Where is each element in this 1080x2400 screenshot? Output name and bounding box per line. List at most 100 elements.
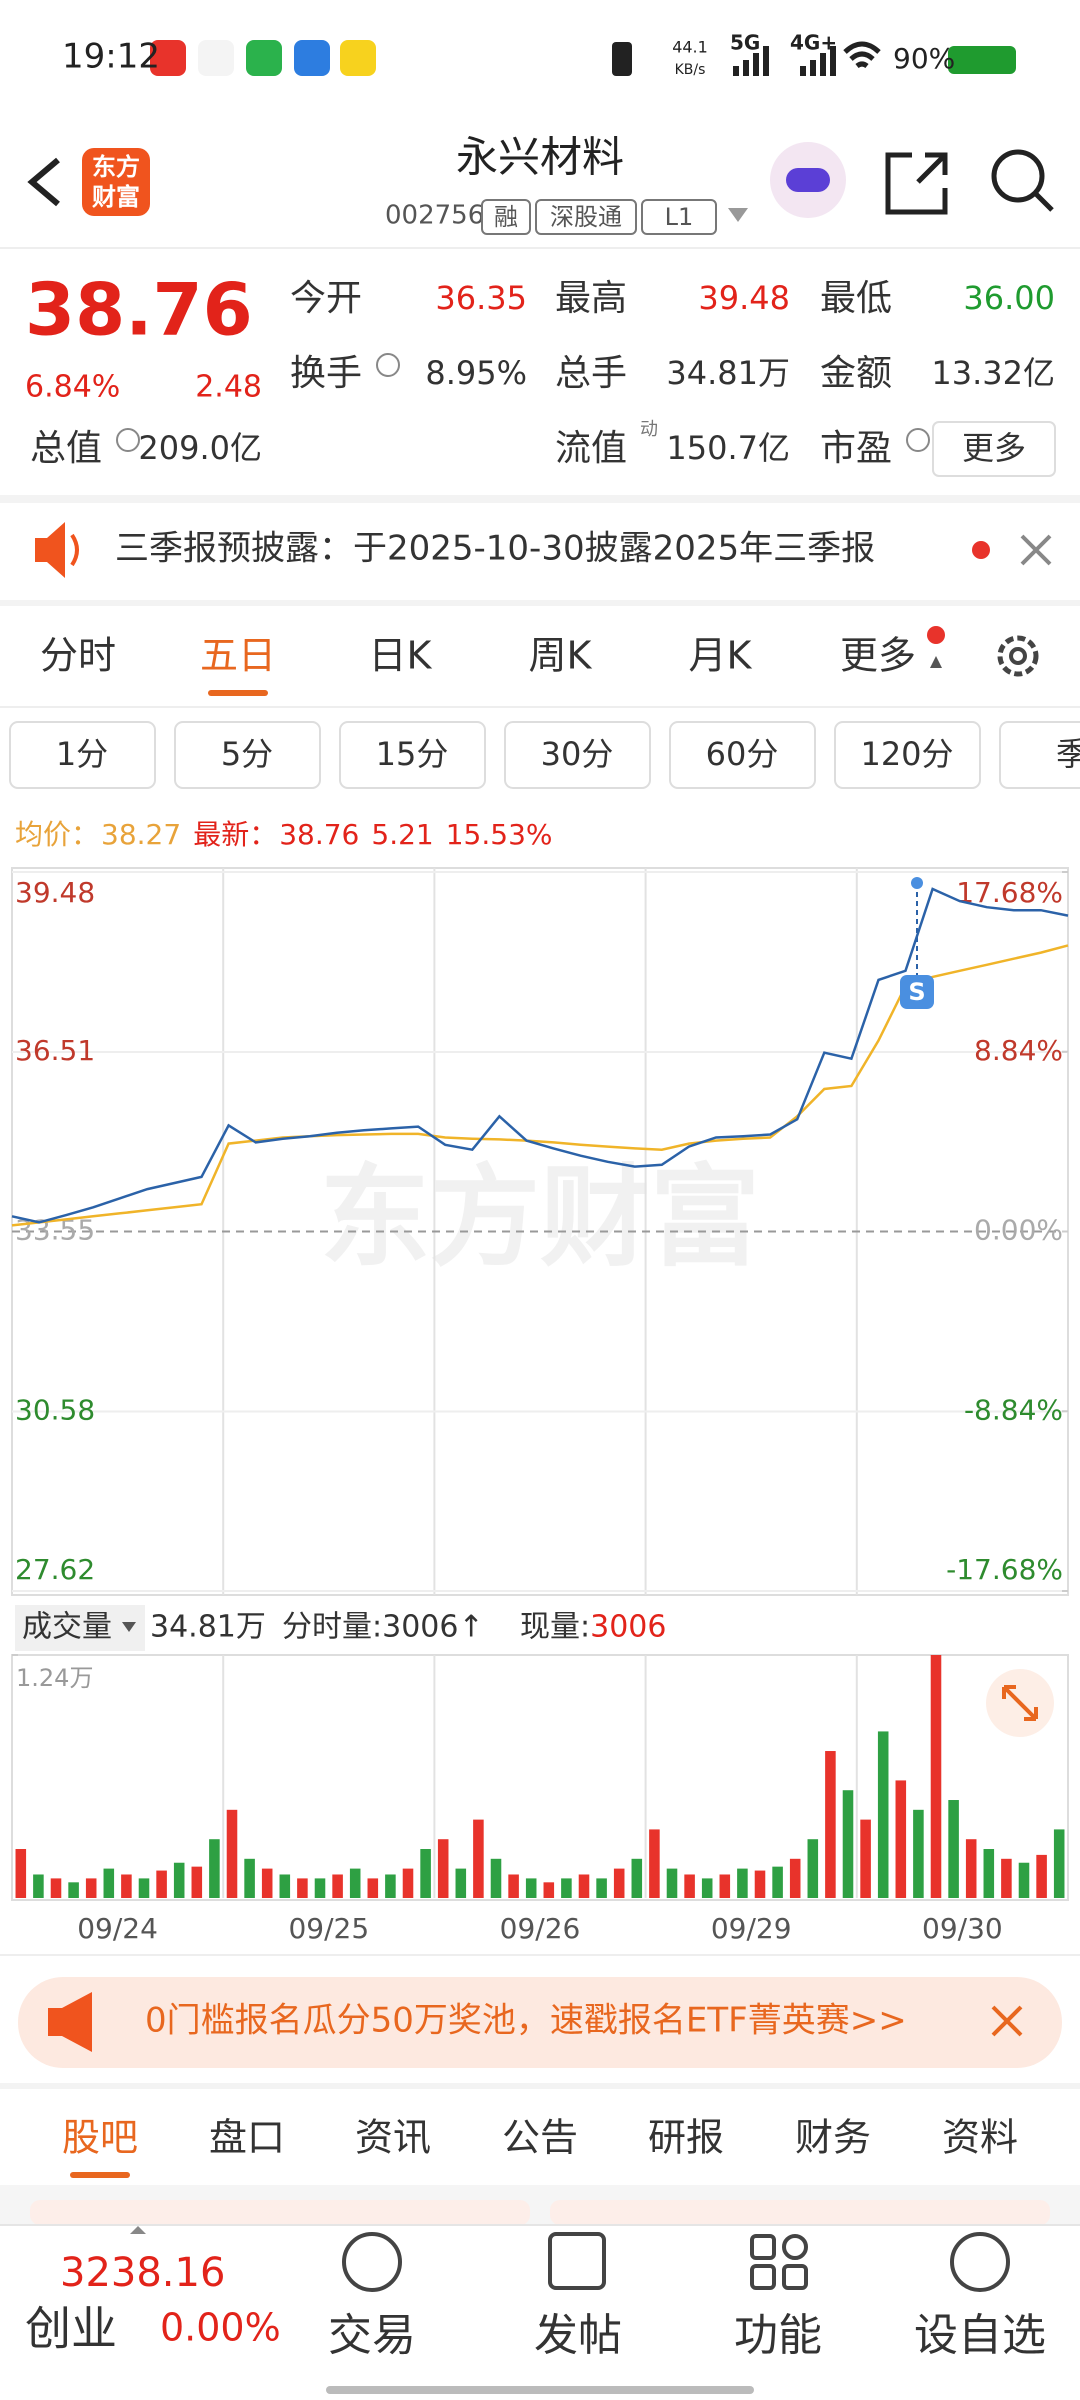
period-button[interactable] bbox=[834, 721, 981, 789]
volume-bar bbox=[1036, 1854, 1047, 1898]
volume-bar bbox=[437, 1839, 449, 1898]
nav-item[interactable]: 发帖 bbox=[534, 2310, 622, 2361]
y2-tick-label: 0.00% bbox=[974, 1214, 1063, 1247]
date-label: 09/25 bbox=[288, 1912, 369, 1945]
avg-price-line bbox=[11, 944, 1069, 1227]
tab[interactable]: 更多 bbox=[840, 634, 916, 678]
legend-text: 均价： bbox=[15, 818, 99, 851]
field-label: 总手 bbox=[555, 353, 627, 394]
watchlist-icon bbox=[950, 2232, 1010, 2292]
settings-icon[interactable] bbox=[997, 635, 1039, 677]
index-change: 0.00% bbox=[160, 2306, 281, 2350]
period-button[interactable] bbox=[339, 721, 486, 789]
more-button[interactable] bbox=[932, 421, 1056, 477]
volume-bar bbox=[754, 1870, 766, 1898]
volume-bar bbox=[965, 1839, 977, 1898]
period-button[interactable] bbox=[9, 721, 156, 789]
unread-dot bbox=[927, 626, 945, 644]
index-name: 创业 bbox=[25, 2302, 117, 2356]
volume-selector[interactable] bbox=[15, 1605, 145, 1651]
field-label: 最高 bbox=[555, 278, 627, 319]
period-button[interactable] bbox=[174, 721, 321, 789]
back-button[interactable] bbox=[27, 157, 60, 207]
volume-bar bbox=[402, 1868, 414, 1898]
period-button[interactable] bbox=[504, 721, 651, 789]
function-icon bbox=[750, 2234, 808, 2290]
volume-bar bbox=[807, 1839, 819, 1898]
volume-tick-label: 1.24万 bbox=[16, 1664, 93, 1692]
period-label[interactable]: 60分 bbox=[706, 735, 779, 773]
share-icon[interactable] bbox=[885, 152, 948, 215]
divider bbox=[0, 495, 1080, 503]
content-tab[interactable]: 股吧 bbox=[62, 2116, 138, 2160]
period-label[interactable]: 120分 bbox=[860, 735, 953, 773]
search-icon[interactable] bbox=[991, 149, 1045, 203]
more-caret bbox=[930, 656, 942, 668]
field-value: 13.32亿 bbox=[931, 354, 1055, 392]
period-label[interactable]: 5分 bbox=[221, 735, 273, 773]
marker-dot bbox=[911, 877, 923, 889]
content-tab[interactable]: 盘口 bbox=[209, 2116, 285, 2160]
unread-dot bbox=[972, 541, 990, 559]
app-icon bbox=[246, 40, 282, 76]
tab[interactable]: 五日 bbox=[200, 634, 276, 678]
content-tab[interactable]: 研报 bbox=[648, 2116, 724, 2160]
app-icon bbox=[294, 40, 330, 76]
tab[interactable]: 月K bbox=[689, 634, 753, 678]
nav-item[interactable]: 交易 bbox=[328, 2310, 416, 2361]
signal-label: 4G+ bbox=[790, 31, 837, 55]
y2-tick-label: 8.84% bbox=[974, 1034, 1063, 1067]
volume-bar bbox=[15, 1849, 27, 1898]
more-button-label[interactable]: 更多 bbox=[962, 429, 1026, 467]
battery-icon bbox=[948, 46, 1016, 74]
period-label[interactable]: 季 bbox=[1056, 735, 1080, 773]
dropdown-caret[interactable] bbox=[728, 208, 748, 222]
content-tab[interactable]: 资料 bbox=[942, 2116, 1018, 2160]
period-button[interactable] bbox=[669, 721, 816, 789]
close-button[interactable] bbox=[1020, 534, 1052, 566]
info-icon[interactable] bbox=[116, 428, 140, 452]
y2-tick-label: -8.84% bbox=[964, 1393, 1063, 1426]
banner-close[interactable] bbox=[991, 2005, 1023, 2037]
content-tab[interactable]: 公告 bbox=[502, 2116, 578, 2160]
badge-label: 深股通 bbox=[550, 203, 622, 231]
content-tab[interactable]: 资讯 bbox=[355, 2116, 431, 2160]
tab-underline bbox=[208, 690, 268, 696]
period-label[interactable]: 15分 bbox=[376, 735, 449, 773]
y-tick-label: 27.62 bbox=[15, 1553, 95, 1586]
settings-icon-core bbox=[1009, 647, 1027, 665]
status-time: 19:12 bbox=[62, 37, 160, 77]
divider bbox=[0, 2083, 1080, 2089]
tab[interactable]: 日K bbox=[369, 634, 433, 678]
last-price: 38.76 bbox=[25, 268, 253, 352]
period-button[interactable] bbox=[999, 721, 1080, 789]
volume-bar bbox=[226, 1809, 238, 1898]
divider bbox=[0, 600, 1080, 606]
volume-bar bbox=[473, 1819, 484, 1898]
field-label: 换手 bbox=[290, 353, 362, 394]
banner-text[interactable]: 0门槛报名瓜分50万奖池，速戳报名ETF菁英赛>> bbox=[145, 2001, 907, 2041]
field-value: 209.0亿 bbox=[138, 429, 262, 467]
tab[interactable]: 周K bbox=[529, 634, 593, 678]
content-tab[interactable]: 财务 bbox=[795, 2116, 871, 2160]
info-icon[interactable] bbox=[376, 353, 400, 377]
volume-selector-label[interactable]: 成交量 bbox=[22, 1610, 112, 1645]
tab[interactable]: 分时 bbox=[40, 634, 116, 678]
marker-label[interactable]: S bbox=[908, 978, 925, 1006]
volume-bar bbox=[367, 1878, 379, 1898]
nav-item[interactable]: 设自选 bbox=[914, 2310, 1046, 2361]
period-label[interactable]: 30分 bbox=[541, 735, 614, 773]
info-icon[interactable] bbox=[906, 428, 930, 452]
marker-badge[interactable] bbox=[900, 975, 934, 1009]
volume-bar bbox=[1018, 1862, 1030, 1898]
volume-bar bbox=[842, 1790, 854, 1898]
volume-total: 34.81万 bbox=[150, 1610, 266, 1645]
volume-bar bbox=[332, 1874, 343, 1898]
period-label[interactable]: 1分 bbox=[56, 735, 108, 773]
field-label: 总值 bbox=[30, 428, 102, 469]
nav-item[interactable]: 功能 bbox=[734, 2310, 822, 2361]
banner[interactable] bbox=[18, 1977, 1062, 2068]
current-volume: 3006 bbox=[590, 1610, 666, 1645]
signal-label: 5G bbox=[730, 31, 760, 55]
